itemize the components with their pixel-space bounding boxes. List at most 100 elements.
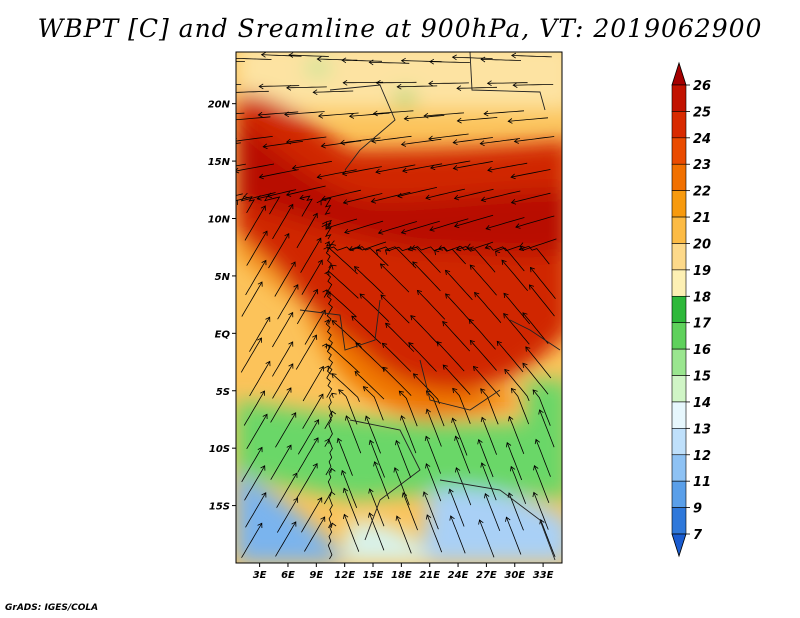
streamline <box>410 315 439 345</box>
streamline-arrow <box>429 226 435 232</box>
streamline <box>241 281 263 317</box>
streamline-arrow <box>507 118 513 124</box>
streamline <box>292 161 332 169</box>
streamline-arrow <box>316 199 322 206</box>
streamline <box>408 342 437 372</box>
streamline-arrow <box>452 387 458 394</box>
streamline-arrow <box>533 465 539 471</box>
streamline <box>318 112 359 117</box>
streamline <box>424 112 465 117</box>
streamline-arrow <box>348 245 354 252</box>
colorbar-label: 11 <box>693 475 711 490</box>
streamline-arrow <box>207 168 211 173</box>
streamline-arrow <box>410 315 416 321</box>
streamline-arrow <box>340 469 347 476</box>
streamline-arrow <box>483 110 489 117</box>
streamline-arrow <box>505 516 511 522</box>
colorbar-box <box>671 401 687 429</box>
streamline <box>456 86 498 89</box>
streamline <box>349 241 387 251</box>
streamline <box>522 362 549 395</box>
streamline <box>326 291 333 324</box>
streamline <box>396 515 412 554</box>
streamline <box>535 439 551 477</box>
streamline-arrow <box>368 488 374 494</box>
streamline-arrow <box>377 229 384 235</box>
streamline-arrow <box>532 491 538 498</box>
streamline-arrow <box>286 84 292 91</box>
streamline-arrow <box>484 244 490 250</box>
streamline-arrow <box>455 245 462 252</box>
streamline-arrow <box>262 230 268 236</box>
streamline <box>327 246 358 275</box>
streamline <box>455 467 472 506</box>
streamline-arrow <box>324 344 330 350</box>
streamline-arrow <box>525 346 531 352</box>
streamline <box>374 461 390 500</box>
colorbar-label: 16 <box>693 343 711 358</box>
lon-label: 27E <box>476 570 497 581</box>
streamline-arrow <box>338 389 344 395</box>
streamline-arrow <box>400 57 406 64</box>
streamline <box>338 389 358 425</box>
streamline <box>504 369 530 402</box>
streamline-arrow <box>339 139 346 146</box>
streamline <box>240 192 276 202</box>
streamline-arrow <box>341 57 347 64</box>
streamline-arrow <box>370 198 377 204</box>
streamline-arrow <box>496 340 502 346</box>
colorbar-min-arrow <box>671 533 687 558</box>
streamline <box>540 519 556 558</box>
streamline <box>326 289 357 318</box>
streamline-arrow <box>416 289 422 296</box>
streamline-arrow <box>528 284 535 290</box>
streamline <box>363 386 384 421</box>
streamline <box>425 436 441 474</box>
streamline-arrow <box>454 435 460 441</box>
streamline-arrow <box>319 365 324 372</box>
streamline-arrow <box>402 167 408 174</box>
streamline-arrow <box>480 56 486 63</box>
streamline-arrow <box>425 408 431 414</box>
streamline-arrow <box>257 111 263 118</box>
streamline-arrow <box>261 492 267 498</box>
streamline <box>317 169 357 178</box>
streamline <box>313 90 354 93</box>
streamline <box>249 361 271 397</box>
streamline <box>452 56 493 59</box>
streamline-arrow <box>442 321 448 327</box>
streamline-arrow <box>257 522 263 529</box>
streamline <box>508 492 524 531</box>
streamline-arrow <box>538 409 544 415</box>
streamline-arrow <box>372 110 378 117</box>
streamline-arrow <box>229 90 233 95</box>
streamline <box>434 246 466 265</box>
streamline <box>277 284 299 320</box>
lon-label: 6E <box>281 570 295 581</box>
streamline <box>371 135 412 142</box>
streamline <box>484 493 501 532</box>
streamline-arrow <box>330 240 337 246</box>
streamline-arrow <box>428 80 434 87</box>
streamline-arrow <box>444 269 451 276</box>
streamline <box>495 247 525 272</box>
streamline-arrow <box>485 224 491 231</box>
streamline-arrow <box>265 360 271 367</box>
streamline <box>237 196 256 214</box>
streamline <box>378 221 418 234</box>
streamline <box>425 463 442 502</box>
streamline <box>449 489 465 527</box>
streamline-arrow <box>480 388 486 394</box>
streamline-arrow <box>288 363 294 369</box>
streamline-arrow <box>348 113 355 119</box>
streamline <box>236 57 272 60</box>
streamline-arrow <box>285 138 292 145</box>
streamline-arrow <box>479 140 485 147</box>
colorbar-label: 23 <box>693 158 711 173</box>
streamline <box>331 373 360 402</box>
streamline-arrow <box>451 54 457 61</box>
streamline-arrow <box>403 115 409 122</box>
streamline-arrow <box>322 289 328 295</box>
streamline-arrow <box>331 320 337 326</box>
streamline-arrow <box>400 415 406 421</box>
